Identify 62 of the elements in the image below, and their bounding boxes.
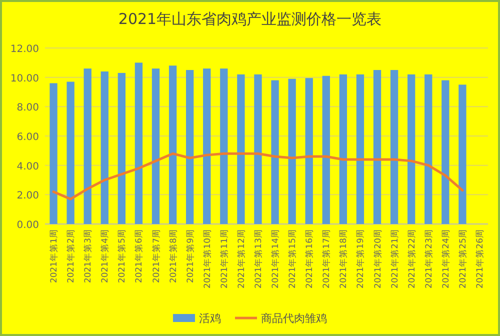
x-tick-label: 2021年第1周 <box>48 229 60 284</box>
bar <box>118 72 126 224</box>
x-tick-label: 2021年第10周 <box>202 229 213 288</box>
bar <box>322 76 330 224</box>
line-series <box>52 152 464 200</box>
bar <box>373 70 382 224</box>
chart-title: 2021年山东省肉鸡产业监测价格一览表 <box>118 10 382 28</box>
bar <box>100 71 108 224</box>
bar <box>288 78 296 224</box>
y-tick-label: 2.00 <box>16 190 39 202</box>
x-tick-label: 2021年第12周 <box>236 229 247 288</box>
bar <box>50 83 58 224</box>
x-tick-label: 2021年第22周 <box>406 229 418 288</box>
x-tick-label: 2021年第9周 <box>184 229 196 284</box>
x-tick-label: 2021年第11周 <box>218 229 230 288</box>
bar <box>305 78 313 224</box>
bar <box>390 70 398 224</box>
bar <box>203 68 211 224</box>
y-tick-label: 0.00 <box>16 220 39 231</box>
x-tick-label: 2021年第4周 <box>100 229 111 284</box>
bar <box>407 74 416 224</box>
x-tick-label: 2021年第18周 <box>338 229 350 288</box>
y-tick-label: 4.00 <box>16 161 39 172</box>
x-tick-label: 2021年第6周 <box>134 229 145 284</box>
bar <box>84 68 92 224</box>
bar <box>186 70 194 224</box>
x-tick-label: 2021年第24周 <box>440 229 452 288</box>
y-tick-label: 6.00 <box>16 132 39 143</box>
bar <box>271 80 279 224</box>
bar <box>168 66 177 224</box>
bar <box>237 74 245 224</box>
x-tick-label: 2021年第5周 <box>116 229 128 284</box>
x-tick-label: 2021年第13周 <box>252 229 264 288</box>
x-tick-label: 2021年第3周 <box>82 229 94 284</box>
x-tick-label: 2021年第20周 <box>372 229 384 288</box>
bar <box>458 84 466 224</box>
y-tick-label: 12.00 <box>10 44 39 55</box>
x-tick-label: 2021年第14周 <box>270 229 282 288</box>
bar <box>442 80 450 224</box>
x-tick-label: 2021年第19周 <box>355 229 366 288</box>
bar <box>356 74 364 224</box>
bar <box>134 62 143 224</box>
legend-label: 商品代肉雏鸡 <box>261 312 327 325</box>
x-tick-label: 2021年第15周 <box>287 229 298 288</box>
bar <box>220 68 228 224</box>
x-tick-label: 2021年第25周 <box>457 229 468 288</box>
bar <box>424 74 432 224</box>
y-tick-label: 10.00 <box>10 73 39 84</box>
x-tick-label: 2021年第7周 <box>150 229 162 284</box>
y-tick-label: 8.00 <box>16 102 39 114</box>
legend-label: 活鸡 <box>199 312 221 325</box>
bar <box>66 82 74 224</box>
bar <box>254 74 262 224</box>
x-tick-label: 2021年第2周 <box>66 229 77 284</box>
x-tick-label: 2021年第8周 <box>168 229 179 284</box>
x-tick-label: 2021年第23周 <box>423 229 434 288</box>
bar <box>152 68 160 224</box>
x-tick-label: 2021年第17周 <box>321 229 332 288</box>
x-tick-label: 2021年第21周 <box>389 229 400 288</box>
x-tick-label: 2021年第16周 <box>304 229 316 288</box>
x-tick-label: 2021年第26周 <box>474 229 486 288</box>
bar <box>339 74 348 224</box>
